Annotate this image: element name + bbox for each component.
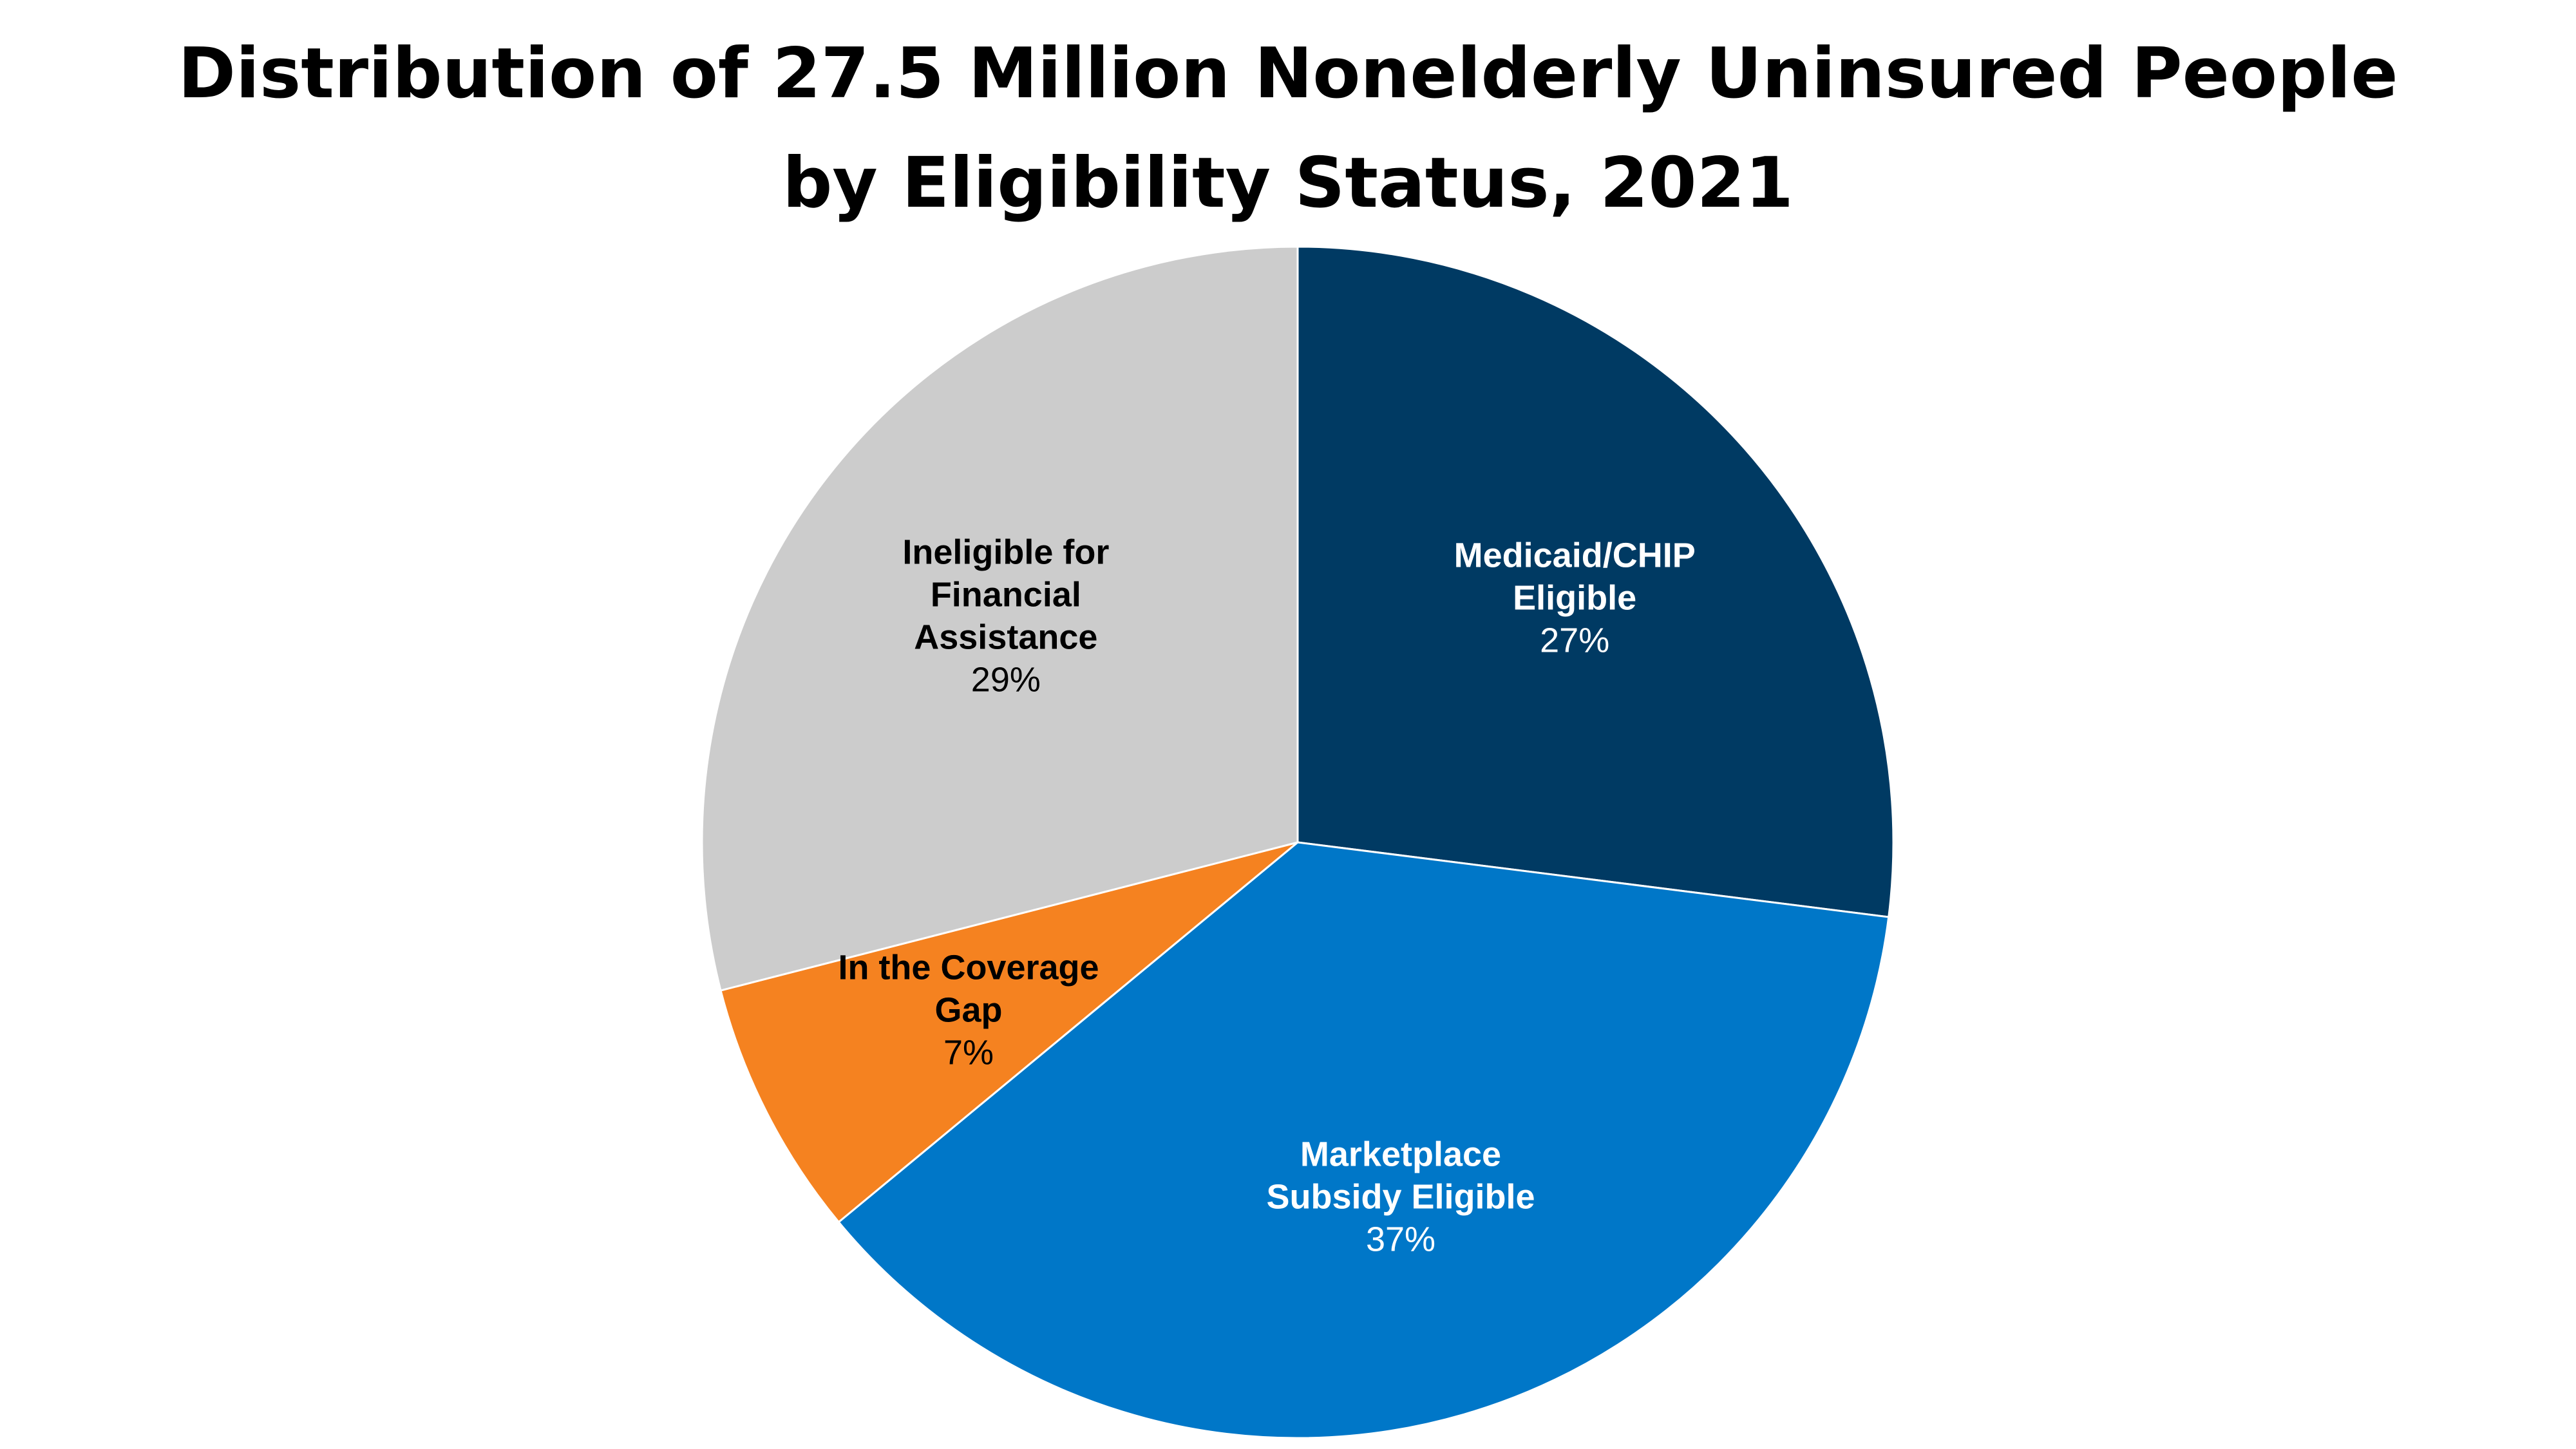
slice-value-label: 37% [1366, 1220, 1435, 1259]
pie-slice-2 [719, 841, 1298, 1224]
slice-category-label: Medicaid/CHIP [1454, 536, 1696, 575]
slice-category-label: Ineligible for [902, 533, 1109, 571]
pie-slice-1 [837, 841, 1890, 1439]
chart-title-line-1: Distribution of 27.5 Million Nonelderly … [178, 33, 2398, 114]
pie-slice-label-1: Marketplace Subsidy Eligible 37% [1266, 1135, 1535, 1259]
slice-category-label: Gap [934, 990, 1002, 1029]
chart-title-line-2: by Eligibility Status, 2021 [782, 143, 1794, 223]
slice-value-label: 7% [943, 1033, 994, 1072]
pie-slice-3 [701, 245, 1299, 992]
pie-slice-label-2: In the Coverage Gap 7% [838, 948, 1099, 1072]
pie-labels: Medicaid/CHIP Eligible 27% Marketplace Subsi… [838, 533, 1695, 1258]
pie-slice-label-3: Ineligible for Financial Assistance 29% [902, 533, 1109, 699]
slice-category-label: Assistance [914, 618, 1097, 656]
slice-category-label: Eligible [1513, 579, 1636, 618]
pie-slice-label-0: Medicaid/CHIP Eligible 27% [1454, 536, 1696, 660]
slice-category-label: Financial [931, 575, 1081, 614]
slice-value-label: 27% [1540, 621, 1609, 660]
chart-title: Distribution of 27.5 Million Nonelderly … [0, 19, 2576, 238]
slice-value-label: 29% [971, 660, 1041, 699]
slice-category-label: Subsidy Eligible [1266, 1178, 1535, 1217]
pie-slice-0 [1296, 245, 1895, 918]
slice-category-label: In the Coverage [838, 948, 1099, 987]
pie-slices [701, 245, 1895, 1439]
slice-category-label: Marketplace [1300, 1135, 1501, 1174]
